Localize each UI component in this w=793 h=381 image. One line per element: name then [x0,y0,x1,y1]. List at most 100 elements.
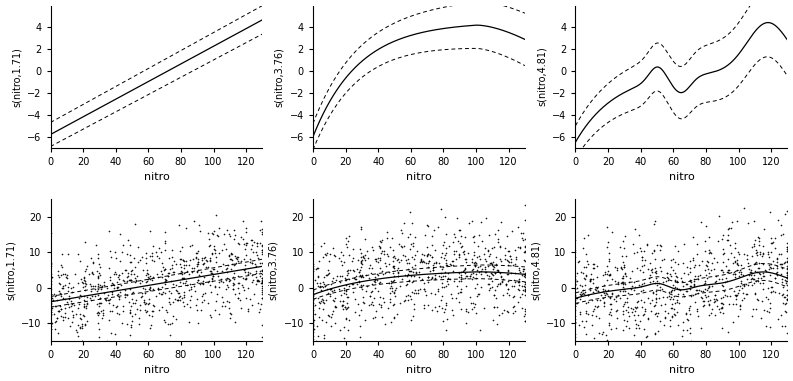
Point [319,252,331,258]
Point [199,257,212,263]
Point [307,311,320,317]
Point [627,306,640,312]
Point [210,268,223,274]
Point [206,273,219,279]
Point [144,287,156,293]
Point [342,271,354,277]
Point [81,301,94,307]
Point [403,268,416,274]
Point [735,278,748,284]
Point [727,319,740,325]
Point [189,288,201,294]
Point [205,250,218,256]
Point [182,287,195,293]
Point [617,303,630,309]
Point [373,280,385,286]
Point [102,297,115,303]
Point [251,240,263,246]
Point [238,256,251,263]
Point [375,237,388,243]
Point [668,312,681,318]
Point [688,282,700,288]
Point [136,290,148,296]
Point [721,232,734,238]
Point [764,264,776,270]
Point [504,259,517,266]
Point [715,304,728,311]
Point [623,325,635,331]
Point [650,278,663,284]
Point [400,293,412,299]
Point [658,315,671,322]
Point [729,292,741,298]
Point [649,296,662,303]
Point [580,264,593,270]
Point [354,323,366,329]
Point [719,275,732,282]
Point [502,271,515,277]
Point [662,309,675,315]
Point [369,314,381,320]
Point [454,269,467,275]
Point [601,224,614,230]
Point [466,266,479,272]
Point [519,284,531,290]
Point [729,245,741,251]
Point [688,277,701,283]
Point [703,250,715,256]
Point [718,288,730,295]
Point [239,269,252,275]
Point [330,304,343,310]
Point [66,289,79,295]
Point [384,243,396,250]
Point [729,259,741,265]
Point [78,277,90,283]
Point [342,267,354,273]
Point [510,254,523,260]
Point [442,281,454,287]
Point [112,284,125,290]
Point [336,302,349,308]
Point [78,303,90,309]
Point [676,277,688,283]
Point [106,289,119,295]
Point [661,277,674,283]
Point [245,302,258,308]
Point [465,275,478,282]
Point [44,311,57,317]
Point [617,274,630,280]
Point [671,297,684,303]
Point [256,267,269,273]
Point [669,284,682,290]
Point [684,330,697,336]
Point [60,275,73,282]
Point [72,304,85,311]
Point [436,266,449,272]
Point [700,287,713,293]
Point [132,243,144,250]
Point [717,310,730,316]
Point [466,218,479,224]
Point [435,270,447,276]
Point [338,285,351,291]
Point [380,263,393,269]
Point [456,243,469,249]
Point [71,333,84,339]
Point [108,271,121,277]
Point [687,255,699,261]
Point [94,295,106,301]
Point [341,294,354,300]
Point [317,335,330,341]
Point [155,284,168,290]
Point [397,243,410,249]
Point [222,284,235,290]
Point [121,251,133,257]
Point [657,294,669,300]
Point [220,246,232,252]
Point [774,271,787,277]
Point [335,303,348,309]
Point [388,273,400,279]
Point [63,279,75,285]
Point [384,285,396,291]
Point [337,306,350,312]
